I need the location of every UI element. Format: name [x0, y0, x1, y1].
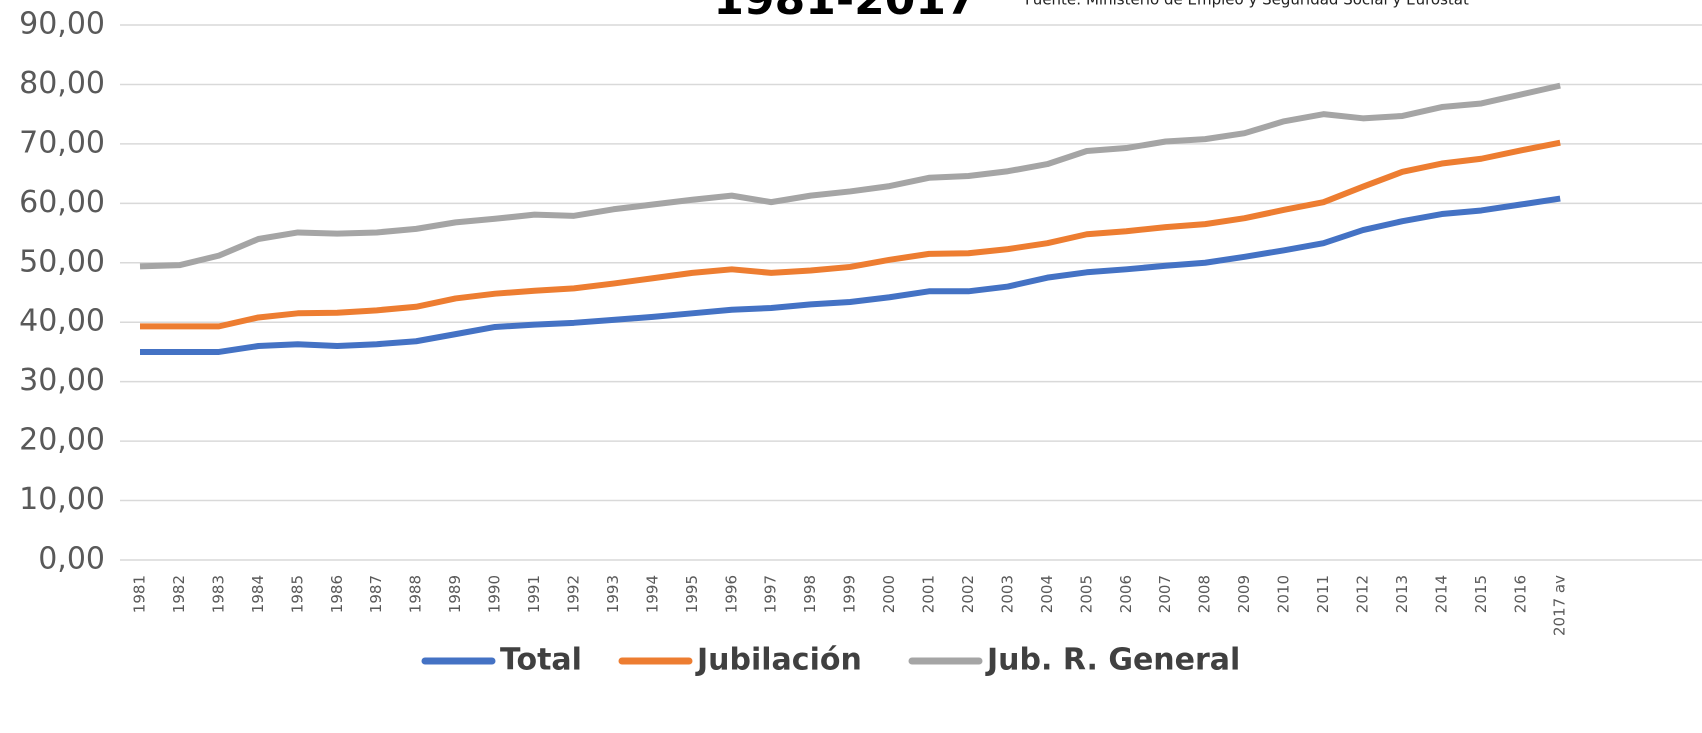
x-tick-label: 1987 — [367, 575, 385, 613]
y-tick-label: 70,00 — [19, 125, 105, 160]
x-tick-label: 1992 — [564, 575, 582, 613]
x-tick-label: 2017 av — [1551, 575, 1569, 636]
x-tick-label: 1985 — [288, 575, 306, 613]
x-tick-label: 1994 — [643, 575, 661, 613]
legend-label: Jubilación — [695, 643, 862, 678]
x-tick-label: 1989 — [446, 575, 464, 613]
x-tick-label: 2000 — [880, 575, 898, 613]
x-tick-label: 2010 — [1275, 575, 1293, 613]
x-tick-label: 2002 — [959, 575, 977, 613]
source-note: Fuente: Ministerio de Empleo y Seguridad… — [1025, 0, 1469, 9]
y-tick-label: 0,00 — [38, 542, 105, 577]
x-tick-label: 1986 — [328, 575, 346, 613]
x-tick-label: 2004 — [1038, 575, 1056, 613]
y-tick-label: 80,00 — [19, 66, 105, 101]
y-tick-label: 60,00 — [19, 185, 105, 220]
y-tick-label: 10,00 — [19, 482, 105, 517]
x-tick-label: 2003 — [998, 575, 1016, 613]
x-tick-label: 1990 — [486, 575, 504, 613]
x-tick-label: 1995 — [683, 575, 701, 613]
x-tick-label: 2012 — [1353, 575, 1371, 613]
x-tick-label: 1983 — [209, 575, 227, 613]
x-tick-label: 1982 — [170, 575, 188, 613]
y-tick-label: 90,00 — [19, 7, 105, 42]
x-tick-label: 1988 — [407, 575, 425, 613]
x-tick-label: 2005 — [1077, 575, 1095, 613]
chart-title: 1981-2017 — [713, 0, 976, 25]
y-tick-label: 20,00 — [19, 423, 105, 458]
x-tick-label: 2001 — [920, 575, 938, 613]
x-tick-label: 2007 — [1156, 575, 1174, 613]
x-tick-label: 1984 — [249, 575, 267, 613]
y-tick-label: 40,00 — [19, 304, 105, 339]
series-line — [140, 195, 1561, 355]
x-tick-label: 2008 — [1196, 575, 1214, 613]
y-tick-label: 50,00 — [19, 244, 105, 279]
series-line — [140, 139, 1561, 330]
x-tick-label: 1996 — [722, 575, 740, 613]
x-tick-label: 1999 — [841, 575, 859, 613]
x-tick-label: 2014 — [1432, 575, 1450, 613]
legend-label: Jub. R. General — [985, 643, 1240, 678]
x-tick-label: 2006 — [1117, 575, 1135, 613]
x-tick-label: 2016 — [1511, 575, 1529, 613]
x-tick-label: 1997 — [762, 575, 780, 613]
series-line — [139, 82, 1561, 270]
x-tick-label: 2009 — [1235, 575, 1253, 613]
x-tick-label: 2013 — [1393, 575, 1411, 613]
x-tick-label: 1998 — [801, 575, 819, 613]
x-tick-label: 1981 — [131, 575, 149, 613]
x-tick-label: 2015 — [1472, 575, 1490, 613]
x-tick-label: 2011 — [1314, 575, 1332, 613]
legend-label: Total — [500, 643, 582, 678]
y-tick-label: 30,00 — [19, 363, 105, 398]
x-tick-label: 1993 — [604, 575, 622, 613]
x-tick-label: 1991 — [525, 575, 543, 613]
